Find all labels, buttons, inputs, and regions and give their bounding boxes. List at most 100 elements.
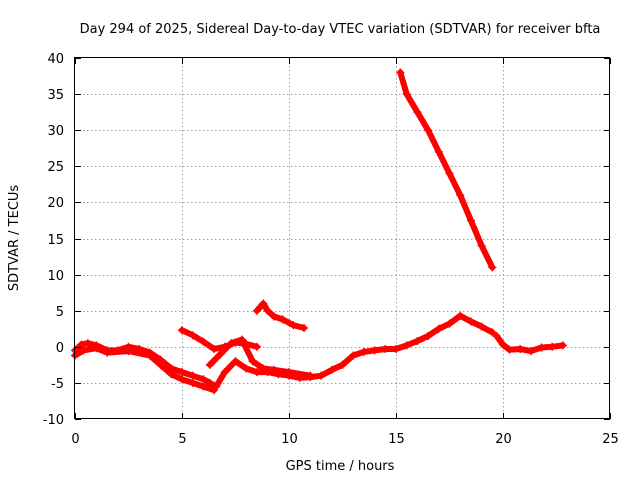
y-tick-label: 0 [56,341,64,356]
chart-title: Day 294 of 2025, Sidereal Day-to-day VTE… [80,22,601,37]
data-point [396,68,405,77]
data-point [259,364,268,373]
data-point [488,263,497,272]
data-point [252,342,261,351]
data-point [327,365,336,374]
y-tick-label: 30 [47,124,64,139]
y-tick-label: 35 [47,88,64,103]
data-point [370,346,379,355]
data-point [402,341,411,350]
data-point [227,339,236,348]
data-point [278,315,287,324]
data-point [205,360,214,369]
data-point [317,371,326,380]
data-point [178,368,186,377]
data-point [270,365,279,374]
series-line [397,69,496,271]
data-point [424,331,433,340]
data-point [188,371,197,380]
data-point [445,319,454,328]
data-point [178,326,186,335]
data-point [231,357,240,366]
series-layer [71,68,567,395]
data-point [402,90,411,99]
data-point [492,331,501,340]
data-point [289,321,298,330]
series-hump-9 [252,299,308,333]
data-point [505,345,514,354]
data-point [199,382,208,391]
data-point [103,348,112,357]
data-point [306,371,315,380]
data-point [466,317,475,326]
data-point [466,216,475,225]
data-point [477,322,486,331]
y-tick-label: 15 [47,233,64,248]
x-axis-label: GPS time / hours [286,459,395,474]
data-point [445,169,454,178]
data-point [248,357,257,366]
data-point [477,241,486,250]
data-point [124,347,133,356]
data-point [516,344,525,353]
data-point [456,191,465,200]
data-point [270,312,279,321]
data-point [526,347,535,356]
y-tick-label: 40 [47,52,64,67]
data-point [199,375,208,384]
data-point [413,108,422,117]
plot-frame [74,57,610,419]
data-point [424,126,433,135]
data-point [381,344,390,353]
y-axis-label: SDTVAR / TECUs [7,185,22,292]
data-point [156,360,165,369]
data-point [558,341,567,350]
y-tick-label: 10 [47,269,64,284]
data-point [338,360,347,369]
data-point [263,306,272,315]
data-point [210,386,219,395]
data-point [92,344,101,353]
data-point [188,378,197,387]
data-point [252,306,261,315]
series-tail-20-23 [492,331,567,356]
data-point [77,340,86,349]
data-point [79,346,88,355]
data-point [237,335,246,344]
x-tick-label: 0 [71,432,79,447]
x-tick-label: 10 [281,432,298,447]
data-point [434,324,443,333]
grid-layer [75,58,610,419]
data-point [392,344,400,353]
data-point [434,147,443,156]
series-main-trace [71,311,497,391]
data-point [413,337,422,346]
y-tick-label: -10 [43,413,64,428]
data-point [242,364,251,373]
series-steep-decline [396,68,497,272]
data-point [199,337,208,346]
series-crossing-6-8 [205,335,315,380]
data-point [145,351,154,360]
data-point [349,351,358,360]
data-point [359,347,368,356]
x-tick-label: 5 [178,432,186,447]
y-tick-label: 25 [47,160,64,175]
data-point [285,368,293,377]
data-point [210,344,219,353]
data-point [83,339,92,348]
data-point [188,331,197,340]
data-point [499,340,507,349]
data-point [537,343,546,352]
tick-layer: 0 5 10 15 20 25 -10 -5 0 5 10 15 20 25 30 35 40 [43,52,619,447]
data-point [259,299,268,308]
data-point [299,324,308,333]
data-point [216,350,225,359]
x-tick-label: 15 [388,432,405,447]
x-tick-label: 20 [495,432,512,447]
data-point [220,368,229,377]
data-point [252,368,261,377]
data-point [178,375,186,384]
